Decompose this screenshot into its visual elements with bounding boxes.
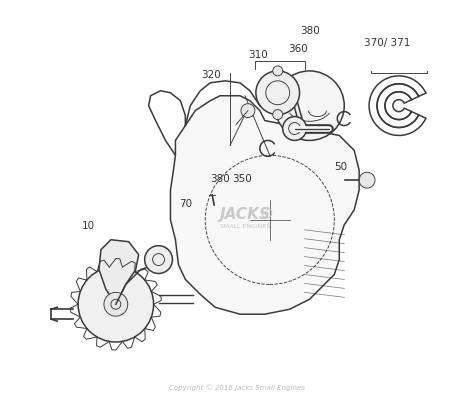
Circle shape	[283, 117, 307, 140]
Text: 380: 380	[210, 174, 230, 184]
Circle shape	[241, 104, 255, 117]
Text: 50: 50	[334, 162, 347, 172]
Polygon shape	[99, 240, 139, 304]
Text: 350: 350	[232, 174, 252, 184]
Circle shape	[256, 71, 300, 115]
Circle shape	[145, 246, 173, 273]
Text: 320: 320	[201, 70, 221, 80]
Text: JACKS: JACKS	[219, 207, 271, 223]
Text: Copyright © 2016 Jacks Small Engines: Copyright © 2016 Jacks Small Engines	[169, 384, 305, 391]
Text: SMALL ENGINES: SMALL ENGINES	[220, 224, 270, 229]
Text: 310: 310	[248, 50, 268, 60]
Circle shape	[78, 267, 154, 342]
Text: 360: 360	[288, 44, 308, 54]
Circle shape	[104, 292, 128, 316]
Polygon shape	[171, 96, 359, 314]
Circle shape	[359, 172, 375, 188]
Polygon shape	[292, 85, 302, 136]
Text: ©: ©	[264, 211, 270, 215]
Text: 380: 380	[300, 26, 320, 36]
Text: 70: 70	[179, 199, 192, 209]
Text: 10: 10	[82, 221, 95, 231]
Circle shape	[273, 109, 283, 119]
Circle shape	[273, 66, 283, 76]
Circle shape	[275, 71, 344, 140]
Text: 370/ 371: 370/ 371	[365, 38, 411, 48]
